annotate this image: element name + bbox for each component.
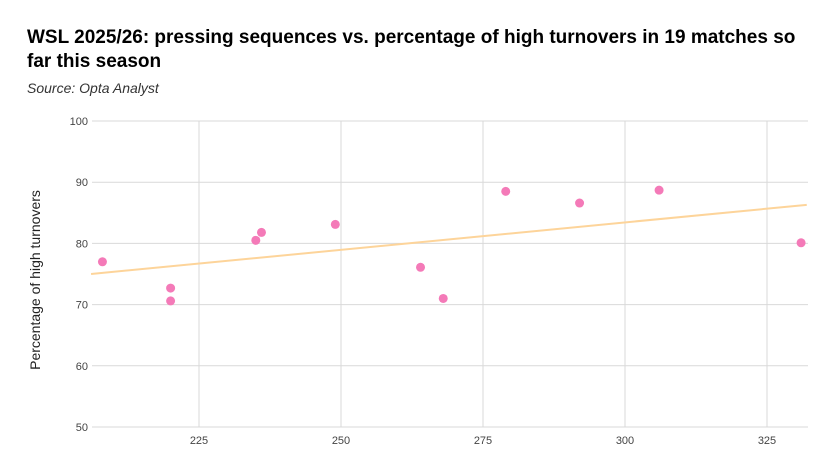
y-axis-label: Percentage of high turnovers	[27, 190, 43, 370]
chart-title: WSL 2025/26: pressing sequences vs. perc…	[27, 27, 796, 72]
data-point	[166, 296, 176, 306]
x-tick-label: 225	[190, 435, 208, 447]
y-tick-label: 70	[76, 300, 88, 312]
y-tick-label: 60	[76, 361, 88, 373]
data-point	[97, 257, 107, 267]
y-tick-label: 90	[76, 177, 88, 189]
x-tick-label: 250	[332, 435, 350, 447]
data-point	[416, 262, 426, 272]
data-point	[251, 235, 261, 245]
y-tick-label: 80	[76, 238, 88, 250]
y-tick-label: 50	[76, 422, 88, 434]
trendline	[90, 203, 807, 275]
x-tick-label: 325	[758, 435, 776, 447]
data-point	[330, 219, 340, 229]
chart-subtitle: Source: Opta Analyst	[27, 80, 159, 96]
data-point	[438, 293, 448, 303]
x-tick-label: 275	[474, 435, 492, 447]
data-point	[501, 186, 511, 196]
data-point	[575, 198, 585, 208]
x-tick-label: 300	[616, 435, 634, 447]
data-point	[654, 185, 664, 195]
data-point	[796, 238, 806, 248]
data-point	[166, 283, 176, 293]
data-point	[256, 227, 266, 237]
y-tick-label: 100	[70, 116, 88, 128]
